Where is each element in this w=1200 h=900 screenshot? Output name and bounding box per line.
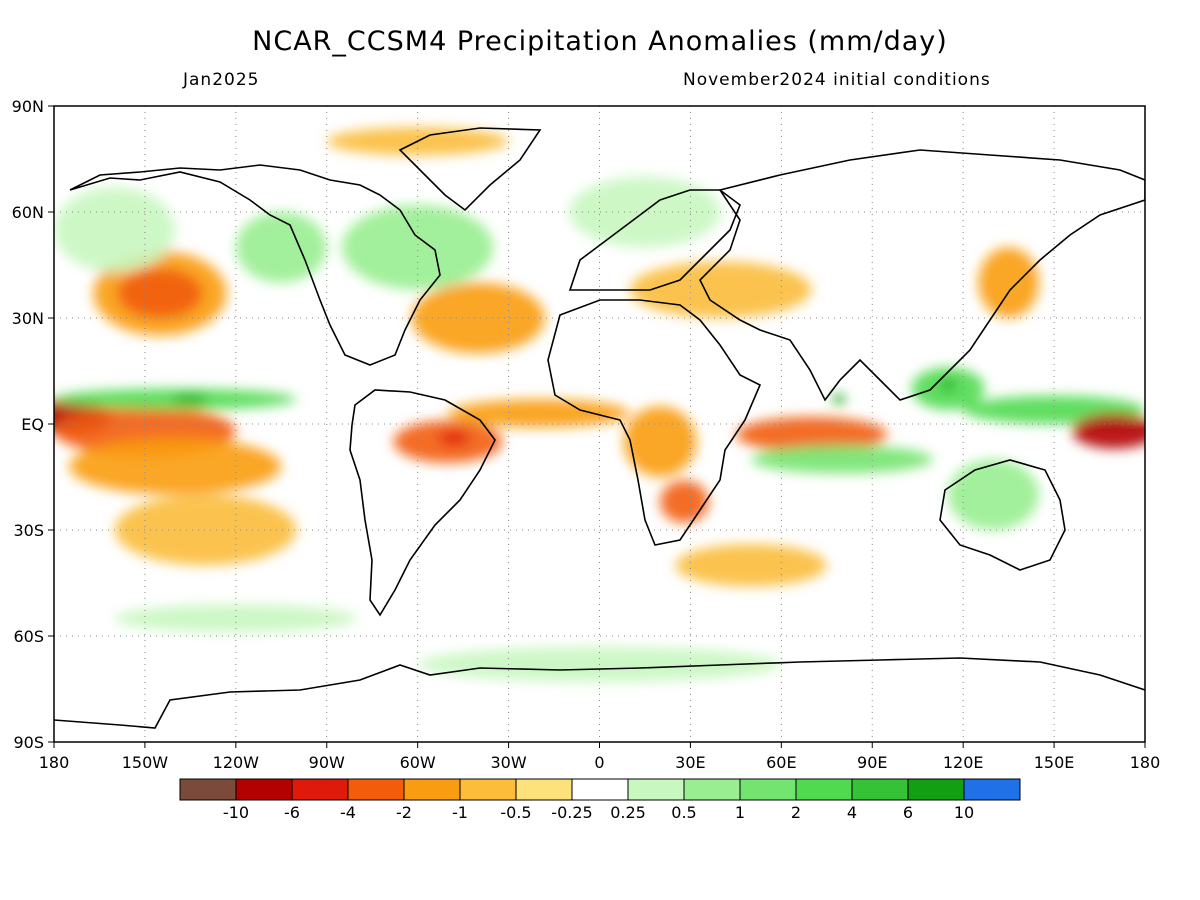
colorbar-label: 1	[735, 803, 745, 822]
colorbar-swatch	[851, 778, 909, 801]
coastline-africa	[547, 299, 762, 546]
anomaly-region	[978, 247, 1039, 318]
anomaly-region	[54, 187, 176, 273]
coastline-layer	[54, 127, 1145, 729]
lat-tick-label: 90S	[13, 733, 44, 752]
colorbar-swatch	[963, 778, 1021, 801]
colorbar-swatch	[795, 778, 853, 801]
lon-tick-label: 90E	[857, 753, 887, 772]
colorbar-swatch	[739, 778, 797, 801]
coastline-north-america	[69, 164, 441, 366]
lat-tick-label: 60S	[13, 627, 44, 646]
colorbar-swatch	[627, 778, 685, 801]
anomaly-region	[948, 459, 1039, 530]
colorbar-swatch	[235, 778, 293, 801]
anomaly-region	[751, 445, 933, 474]
colorbar-label: 4	[847, 803, 857, 822]
coastline-australia	[939, 459, 1066, 571]
colorbar-swatch	[571, 778, 629, 801]
colorbar-swatch	[515, 778, 573, 801]
lon-tick-label: 180	[1130, 753, 1161, 772]
lat-tick-label: 30N	[12, 309, 44, 328]
colorbar-label: -0.25	[551, 803, 592, 822]
lon-tick-label: 150E	[1034, 753, 1075, 772]
colorbar: -10 -6 -4 -2 -1 -0.5 -0.25 0.25 0.5 1 2 4 6 10	[179, 778, 1021, 822]
anomaly-region	[660, 480, 709, 523]
lon-tick-label: 30E	[675, 753, 705, 772]
colorbar-label: -10	[223, 803, 249, 822]
lat-tick-label: EQ	[21, 415, 44, 434]
colorbar-label: 10	[954, 803, 974, 822]
colorbar-swatch	[907, 778, 965, 801]
lon-tick-label: 120W	[213, 753, 260, 772]
anomaly-region	[411, 282, 545, 354]
colorbar-label: -0.5	[500, 803, 531, 822]
colorbar-swatch	[347, 778, 405, 801]
lon-tick-label: 120E	[943, 753, 984, 772]
lon-tick-label: 180	[39, 753, 70, 772]
anomaly-region	[341, 204, 494, 290]
colorbar-label: -6	[284, 803, 300, 822]
colorbar-label: 2	[791, 803, 801, 822]
lon-tick-label: 0	[594, 753, 604, 772]
lon-tick-label: 60E	[766, 753, 796, 772]
lat-tick-label: 30S	[13, 521, 44, 540]
anomaly-region	[114, 604, 358, 633]
colorbar-label: 0.5	[671, 803, 696, 822]
graticule	[54, 106, 1145, 742]
lon-tick-label: 150W	[122, 753, 169, 772]
colorbar-swatch	[291, 778, 349, 801]
anomaly-region	[172, 395, 209, 404]
anomaly-region	[940, 379, 956, 391]
anomaly-region	[832, 393, 845, 405]
map-title: NCAR_CCSM4 Precipitation Anomalies (mm/d…	[252, 26, 948, 57]
colorbar-swatch	[403, 778, 461, 801]
colorbar-swatch	[683, 778, 741, 801]
coastline-south-america	[349, 389, 496, 617]
anomaly-region	[447, 399, 630, 428]
anomaly-region	[117, 268, 203, 318]
anomaly-region	[629, 261, 812, 318]
coastline-antarctica	[54, 657, 1145, 729]
coastline-asia	[699, 149, 1145, 402]
colorbar-label: -4	[340, 803, 356, 822]
coastline-greenland	[398, 127, 542, 212]
lon-tick-label: 90W	[309, 753, 345, 772]
colorbar-swatch	[459, 778, 517, 801]
colorbar-label: 6	[903, 803, 913, 822]
anomaly-region	[1072, 413, 1145, 449]
initial-conditions-label: November2024 initial conditions	[683, 70, 991, 90]
colorbar-label: -1	[452, 803, 468, 822]
anomaly-region	[735, 416, 888, 453]
anomaly-region	[438, 431, 470, 446]
forecast-month-label: Jan2025	[183, 70, 260, 90]
lon-tick-label: 60W	[400, 753, 436, 772]
lat-tick-label: 60N	[12, 203, 44, 222]
lon-tick-label: 30W	[490, 753, 526, 772]
anomaly-region	[235, 212, 327, 283]
anomaly-region	[675, 544, 827, 587]
colorbar-label: -2	[396, 803, 412, 822]
anomaly-region	[114, 494, 297, 566]
anomaly-region	[69, 438, 282, 495]
colorbar-swatch	[179, 778, 237, 801]
lat-tick-label: 90N	[12, 97, 44, 116]
colorbar-label: 0.25	[610, 803, 646, 822]
